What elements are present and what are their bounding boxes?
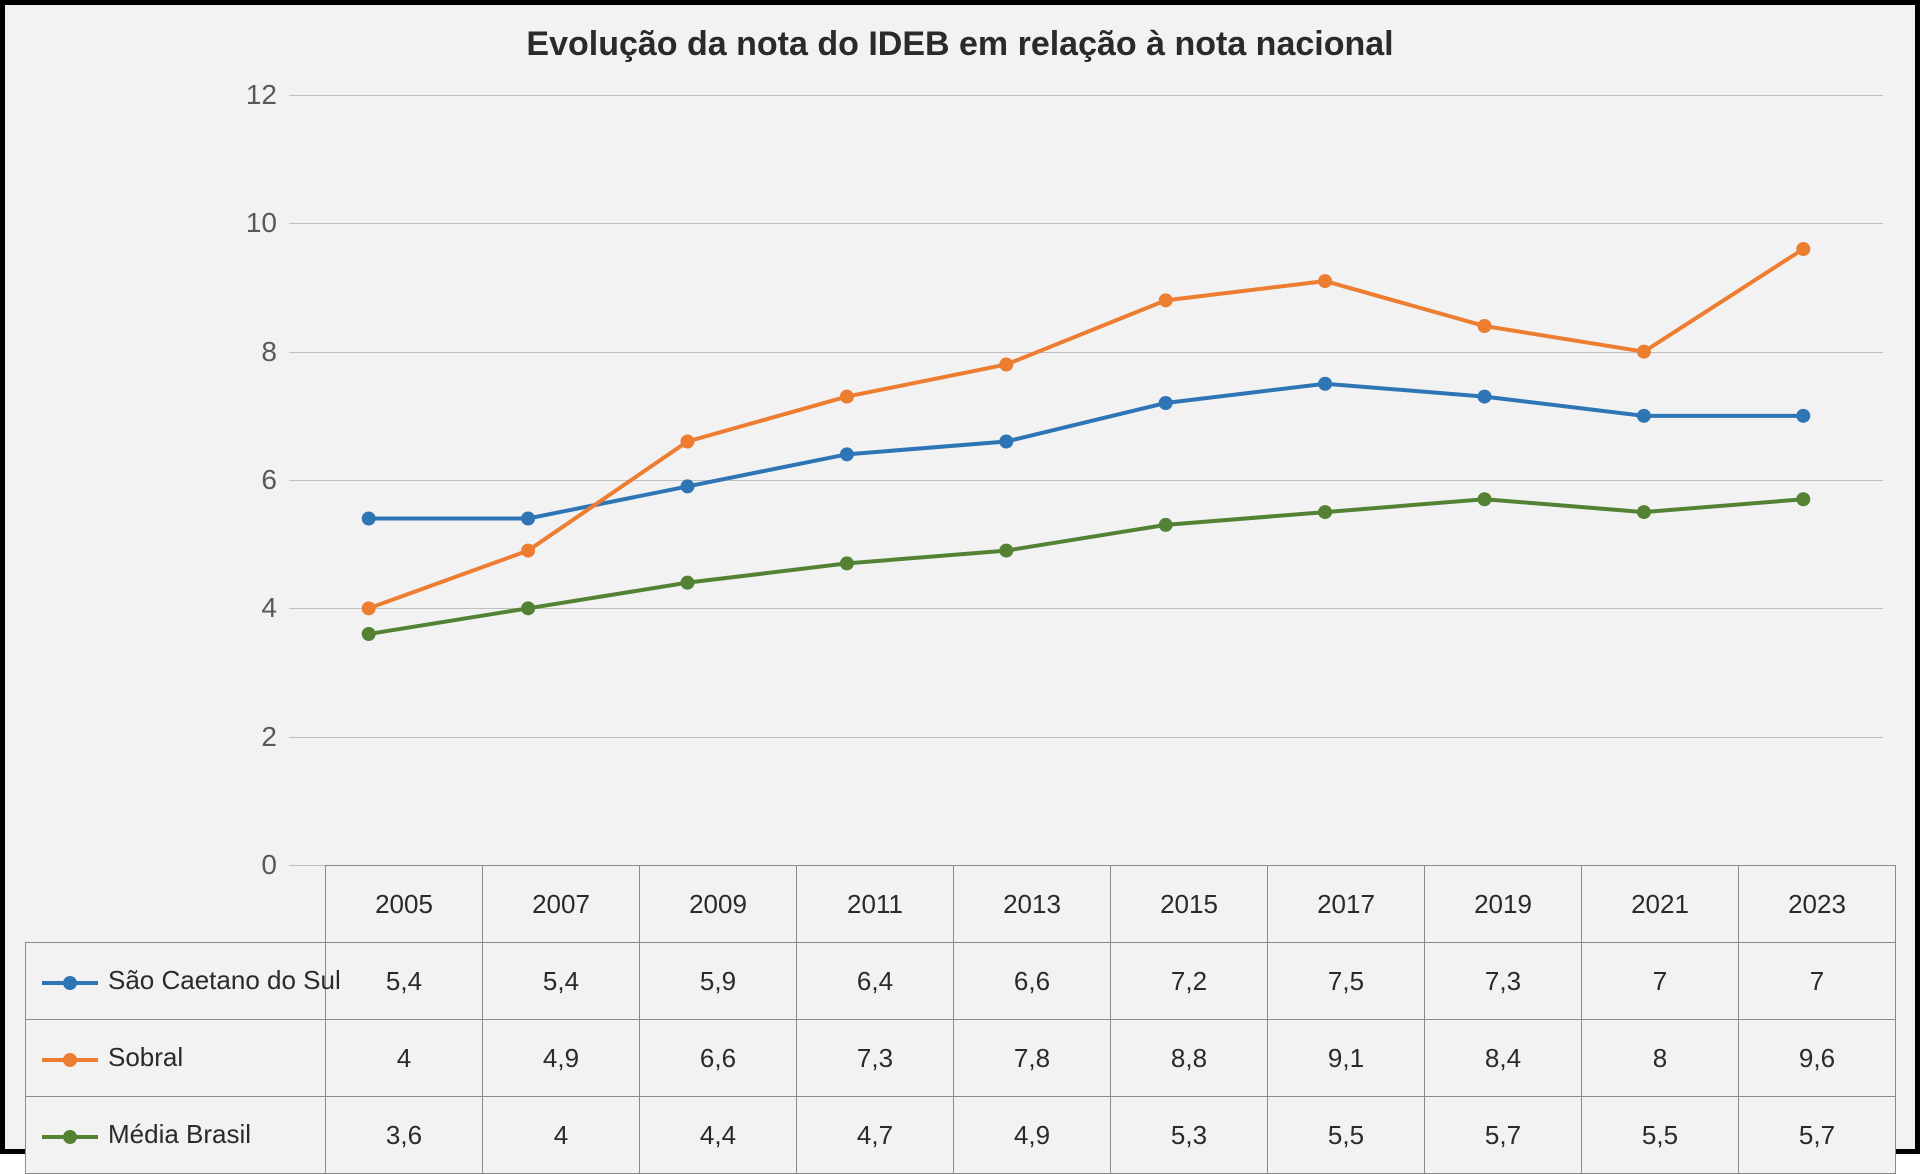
table-value-cell: 5,5 [1582, 1097, 1739, 1174]
legend-swatch [42, 1046, 98, 1074]
table-value-cell: 5,7 [1739, 1097, 1896, 1174]
series-marker [362, 627, 376, 641]
series-line [369, 499, 1804, 634]
series-marker [1796, 409, 1810, 423]
y-tick-label: 10 [217, 207, 277, 239]
series-line [369, 384, 1804, 519]
y-tick-label: 8 [217, 336, 277, 368]
table-value-cell: 6,4 [797, 943, 954, 1020]
series-marker [999, 435, 1013, 449]
table-category-cell: 2007 [483, 866, 640, 943]
series-marker [840, 556, 854, 570]
series-marker [999, 358, 1013, 372]
table-value-cell: 4,4 [640, 1097, 797, 1174]
table-value-cell: 9,1 [1268, 1020, 1425, 1097]
series-line [369, 249, 1804, 608]
series-marker [681, 435, 695, 449]
table-value-cell: 7,3 [1425, 943, 1582, 1020]
series-marker [999, 544, 1013, 558]
table-row: Sobral 44,96,67,37,88,89,18,489,6 [26, 1020, 1896, 1097]
table-value-cell: 6,6 [640, 1020, 797, 1097]
table-value-cell: 8 [1582, 1020, 1739, 1097]
legend-label: São Caetano do Sul [108, 965, 341, 995]
table-blank-cell [26, 866, 326, 943]
table-value-cell: 5,4 [483, 943, 640, 1020]
series-marker [1318, 377, 1332, 391]
table-value-cell: 7 [1739, 943, 1896, 1020]
table-row: São Caetano do Sul5,45,45,96,46,67,27,57… [26, 943, 1896, 1020]
table-value-cell: 5,3 [1111, 1097, 1268, 1174]
series-marker [840, 390, 854, 404]
table-value-cell: 7,2 [1111, 943, 1268, 1020]
table-value-cell: 9,6 [1739, 1020, 1896, 1097]
table-category-cell: 2021 [1582, 866, 1739, 943]
y-tick-label: 6 [217, 464, 277, 496]
series-marker [1159, 518, 1173, 532]
series-marker [1159, 396, 1173, 410]
legend-swatch [42, 1123, 98, 1151]
y-tick-label: 2 [217, 721, 277, 753]
table-row: Média Brasil3,644,44,74,95,35,55,75,55,7 [26, 1097, 1896, 1174]
y-tick-label: 4 [217, 592, 277, 624]
table-value-cell: 7,3 [797, 1020, 954, 1097]
series-marker [521, 512, 535, 526]
series-marker [1478, 319, 1492, 333]
table-value-cell: 8,4 [1425, 1020, 1582, 1097]
table-category-cell: 2005 [326, 866, 483, 943]
series-marker [1318, 274, 1332, 288]
legend-label: Média Brasil [108, 1119, 251, 1149]
table-value-cell: 5,5 [1268, 1097, 1425, 1174]
table-value-cell: 5,7 [1425, 1097, 1582, 1174]
table-value-cell: 8,8 [1111, 1020, 1268, 1097]
legend-swatch [42, 969, 98, 997]
table-category-cell: 2009 [640, 866, 797, 943]
series-marker [1159, 293, 1173, 307]
series-marker [1637, 505, 1651, 519]
series-marker [1637, 409, 1651, 423]
table-value-cell: 3,6 [326, 1097, 483, 1174]
series-marker [362, 512, 376, 526]
table-header-row: 2005200720092011201320152017201920212023 [26, 866, 1896, 943]
table-category-cell: 2013 [954, 866, 1111, 943]
y-tick-label: 12 [217, 79, 277, 111]
table-value-cell: 7 [1582, 943, 1739, 1020]
table-value-cell: 4 [483, 1097, 640, 1174]
data-table: 2005200720092011201320152017201920212023… [25, 865, 1896, 1174]
series-marker [521, 544, 535, 558]
series-marker [521, 601, 535, 615]
series-marker [1478, 492, 1492, 506]
chart-title: Evolução da nota do IDEB em relação à no… [5, 25, 1915, 64]
legend-cell: Sobral [26, 1020, 326, 1097]
table-value-cell: 4,9 [954, 1097, 1111, 1174]
table-value-cell: 7,5 [1268, 943, 1425, 1020]
table-value-cell: 7,8 [954, 1020, 1111, 1097]
legend-label: Sobral [108, 1042, 183, 1072]
series-marker [1318, 505, 1332, 519]
table-category-cell: 2017 [1268, 866, 1425, 943]
table-value-cell: 5,9 [640, 943, 797, 1020]
table-category-cell: 2023 [1739, 866, 1896, 943]
table-value-cell: 4,7 [797, 1097, 954, 1174]
series-marker [681, 576, 695, 590]
chart-container: Evolução da nota do IDEB em relação à no… [0, 0, 1920, 1154]
series-marker [1796, 242, 1810, 256]
series-svg [289, 95, 1883, 865]
legend-cell: Média Brasil [26, 1097, 326, 1174]
table-category-cell: 2011 [797, 866, 954, 943]
table-value-cell: 4 [326, 1020, 483, 1097]
table-value-cell: 4,9 [483, 1020, 640, 1097]
series-marker [362, 601, 376, 615]
series-marker [1796, 492, 1810, 506]
plot-area: 024681012 [289, 95, 1883, 865]
series-marker [1478, 390, 1492, 404]
series-marker [1637, 345, 1651, 359]
table-value-cell: 5,4 [326, 943, 483, 1020]
legend-cell: São Caetano do Sul [26, 943, 326, 1020]
series-marker [681, 479, 695, 493]
table-value-cell: 6,6 [954, 943, 1111, 1020]
series-marker [840, 447, 854, 461]
table-category-cell: 2019 [1425, 866, 1582, 943]
table-category-cell: 2015 [1111, 866, 1268, 943]
